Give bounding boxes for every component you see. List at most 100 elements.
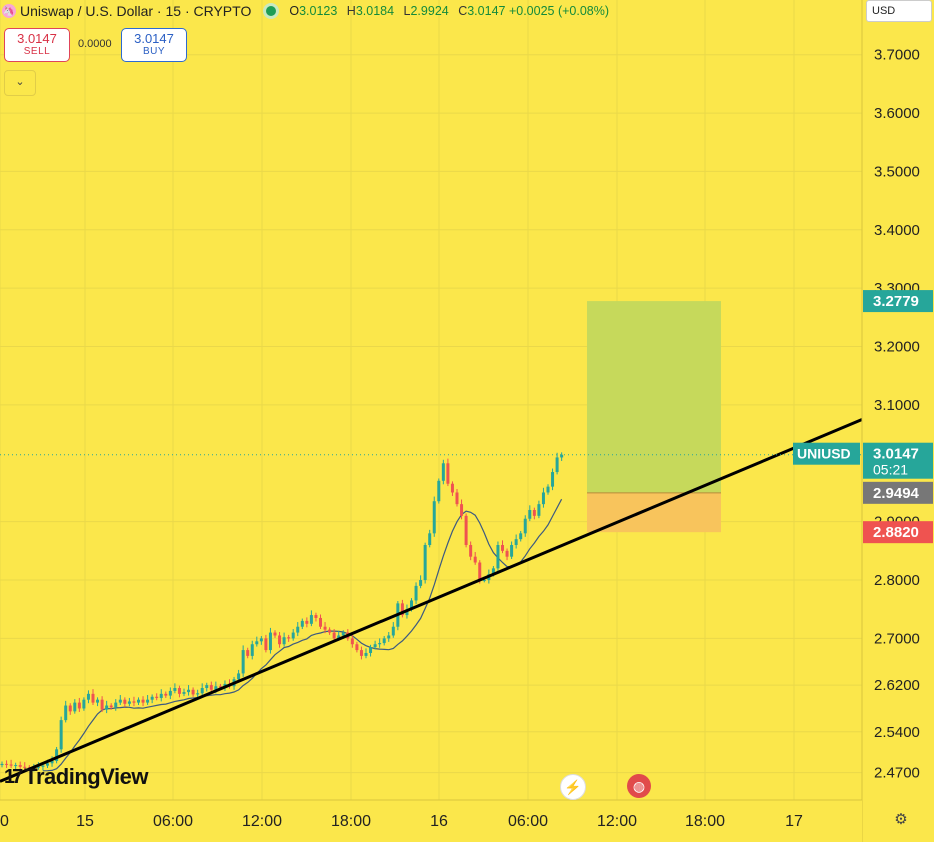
candle-body [432,501,436,534]
candle-body [0,763,4,766]
candle-body [68,705,72,712]
chevron-down-icon[interactable]: ⌄ [4,70,36,96]
candle-body [246,650,250,656]
candle-body [159,693,163,698]
currency-selector[interactable]: USD [866,0,932,22]
us-flag-icon[interactable]: ◍ [627,774,651,798]
candle-body [560,454,564,458]
candle-body [105,705,109,710]
candle-body [309,615,313,624]
candle-body [496,545,500,569]
candle-body [359,650,363,656]
candle-body [259,638,263,642]
last-price-label-bg [863,442,933,479]
uniswap-unicorn-icon: 🦄 [2,4,16,18]
price-tick-label: 2.7000 [874,630,920,647]
price-tick-label: 2.8000 [874,572,920,589]
buy-button[interactable]: 3.0147 BUY [121,28,187,62]
symbol-title[interactable]: Uniswap / U.S. Dollar · 15 · CRYPTO [20,3,252,19]
candle-body [237,673,241,680]
last-price-label: 3.0147 [873,446,919,463]
tradingview-logo[interactable]: 17 TradingView [4,764,148,790]
price-tick-label: 3.4000 [874,222,920,239]
take-profit-zone [587,301,721,493]
candle-body [455,492,459,505]
tradingview-logo-text: TradingView [24,764,148,789]
candle-body [369,647,373,653]
candle-body [441,463,445,481]
candle-body [350,638,354,645]
price-axis: 3.70003.60003.50003.40003.30003.20003.10… [861,0,934,842]
candle-body [410,600,413,610]
candle-body [173,688,177,691]
candle-body [319,617,322,627]
chart-header: 🦄 Uniswap / U.S. Dollar · 15 · CRYPTO O3… [0,0,609,22]
live-status-dot-icon [263,3,280,19]
candle-body [100,699,104,710]
symbol-tag: UNIUSD [797,446,851,462]
candle-body [241,650,245,674]
candle-body [109,705,113,708]
symbol-tag-bg [793,442,860,465]
candle-body [141,699,145,703]
candle-body [464,515,468,546]
sell-button[interactable]: 3.0147 SELL [4,28,70,62]
candle-body [391,626,395,636]
time-tick-label: 06:00 [508,813,548,830]
candle-body [514,539,518,546]
candle-body [36,766,40,768]
candle-body [59,720,63,750]
candle-body [323,626,327,630]
candle-body [200,688,204,694]
candle-body [132,701,136,703]
gear-icon[interactable]: ⚙ [894,811,908,828]
candle-body [196,693,200,695]
candle-body [469,545,473,557]
candle-body [505,550,509,557]
candle-body [209,685,213,690]
price-tick-label: 2.4700 [874,765,920,782]
lightning-event-icon[interactable]: ⚡ [560,774,586,800]
candle-body [73,702,77,712]
sell-label: SELL [23,46,51,57]
candle-body [519,533,523,540]
candle-body [437,480,441,502]
chart-grid [0,0,862,800]
ohlc-values: O3.0123 H3.0184 L2.9924 C3.0147 +0.0025 … [289,4,610,18]
candle-body [91,693,95,703]
price-axis-bg [862,0,934,842]
candle-body [523,518,527,534]
candle-body [282,637,286,645]
candle-body [341,632,345,636]
candle-body [96,699,100,703]
candle-body [291,632,295,639]
spread-value: 0.0000 [78,38,112,50]
candle-body [446,463,450,484]
candle-body [355,644,359,651]
time-tick-label: 16 [430,813,448,830]
stop-loss-label: 2.8820 [873,524,919,541]
candle-body [14,765,18,767]
candle-body [255,641,259,645]
change-value: +0.0025 (+0.08%) [508,4,610,18]
candle-body [55,749,59,761]
candle-body [187,689,191,693]
time-tick-label: 17 [785,813,803,830]
candle-body [428,533,432,546]
candle-body [168,690,172,696]
time-axis: 00 15 06:00 12:00 18:00 16 06:00 12:00 18:00 17 [0,799,862,842]
candle-body [137,699,140,703]
countdown-label: 05:21 [873,462,908,478]
candle-body [287,637,291,639]
low-value: 2.9924 [410,4,449,18]
candle-body [387,635,391,639]
candle-body [5,763,9,765]
tradingview-mark-icon: 17 [4,765,23,788]
support-trendline [0,418,863,783]
candle-body [114,702,118,708]
time-tick-label: 15 [76,813,94,830]
candle-body [155,696,159,698]
candle-body [123,699,127,704]
candle-body [278,635,282,645]
